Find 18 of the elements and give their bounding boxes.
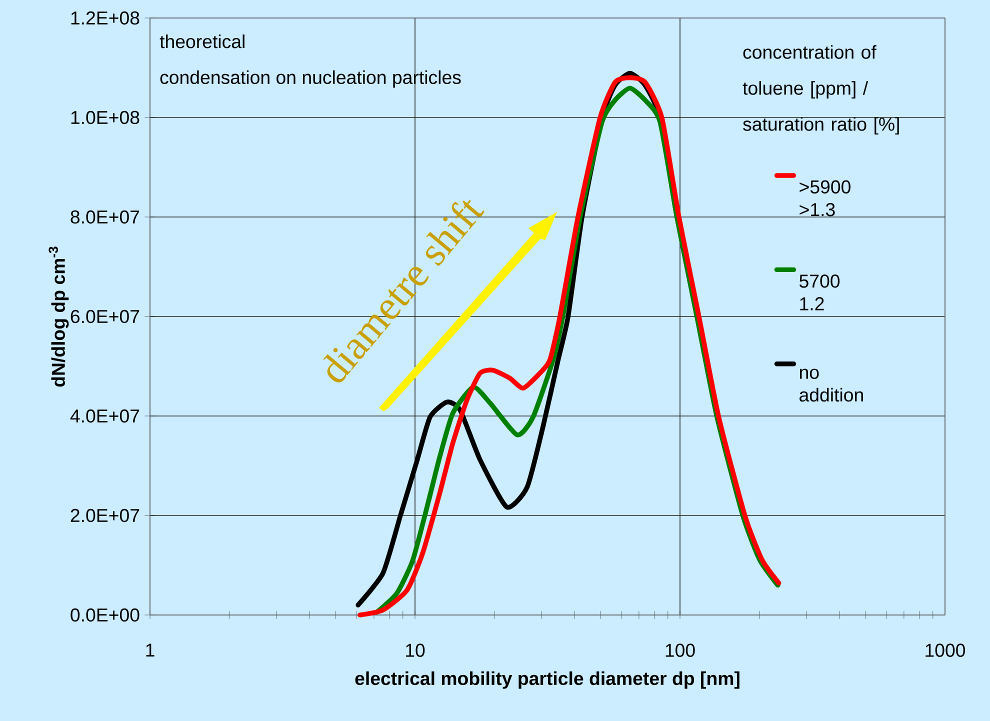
- legend-title: concentration of toluene [ppm] / saturation ratio [%]: [742, 45, 899, 135]
- x-tick-label: 1: [146, 644, 154, 657]
- y-tick-label: 6.0E+07: [70, 310, 140, 324]
- legend-label: 5700 1.2: [800, 274, 840, 310]
- y-tick-label: 2.0E+07: [70, 508, 140, 522]
- annotation: theoretical: [160, 34, 244, 48]
- legend-label: >5900 >1.3: [800, 180, 850, 216]
- legend-label: no addition: [800, 368, 863, 402]
- x-axis-title: electrical mobility particle diameter dp [nm]: [355, 671, 740, 689]
- x-tick-label: 100: [666, 644, 695, 657]
- y-tick-label: 1.2E+08: [71, 11, 140, 25]
- y-tick-label: 1.0E+08: [71, 110, 140, 124]
- y-tick-label: 0.0E+00: [70, 608, 140, 622]
- y-tick-label: 8.0E+07: [70, 210, 140, 224]
- x-tick-label: 1000: [926, 644, 966, 657]
- x-tick-label: 10: [406, 644, 425, 657]
- y-tick-label: 4.0E+07: [70, 409, 140, 423]
- text: dN/dlog dp cm$^{-3}$: [48, 246, 69, 387]
